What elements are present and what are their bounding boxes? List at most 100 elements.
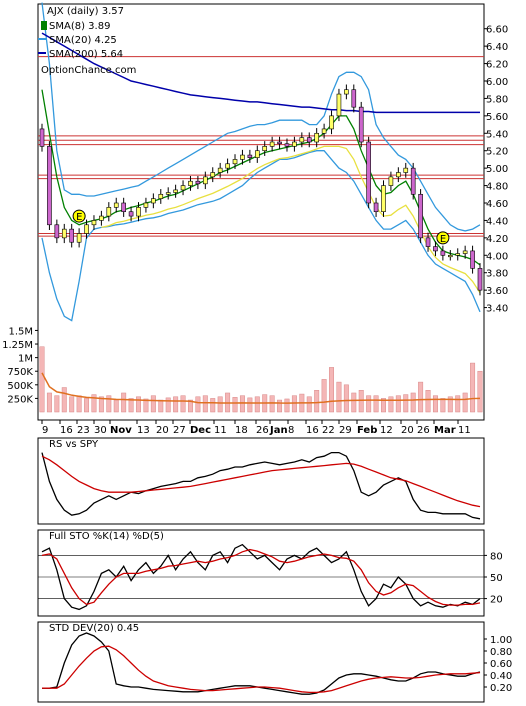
legend-sma8: SMA(8) 3.89 [49, 21, 110, 32]
legend-swatch-sma200 [38, 52, 46, 54]
volume-bar [462, 392, 468, 413]
candle-body [165, 192, 171, 195]
volume-bar [306, 396, 312, 413]
watermark: OptionChance.com [41, 65, 136, 76]
volume-bar [143, 398, 149, 413]
panel-tick-label: 0.80 [490, 647, 512, 658]
candle-body [373, 202, 379, 213]
price-tick-label: 4.40 [486, 216, 508, 227]
candle-body [99, 215, 104, 221]
price-tick-label: 4.20 [486, 234, 508, 245]
panel-tick-label: 0.40 [490, 671, 512, 682]
candle-body [69, 228, 74, 243]
date-tick-label: 20 [156, 425, 169, 436]
stddev-panel: 1.000.800.600.400.20 [37, 621, 512, 703]
candle-body [284, 143, 290, 147]
volume-bar [254, 396, 260, 413]
panel-tick-label: 0.60 [490, 659, 512, 670]
volume-bar [195, 396, 201, 413]
earnings-marker-label: E [76, 212, 82, 223]
earnings-marker-label: E [440, 234, 446, 245]
volume-bar [425, 390, 431, 413]
candle-body [39, 128, 45, 147]
price-tick-label: 5.40 [486, 129, 508, 140]
volume-bar [106, 395, 112, 413]
candle-body [76, 233, 82, 243]
date-tick-label: 29 [339, 425, 352, 436]
volume-bar [388, 396, 394, 413]
legend-sma200: SMA(200) 5.64 [49, 49, 123, 60]
date-tick-label: 11 [214, 425, 227, 436]
price-tick-label: 5.80 [486, 94, 508, 105]
price-tick-label: 4.60 [486, 199, 508, 210]
candle-body [358, 106, 364, 143]
volume-bar [291, 395, 297, 413]
price-frame [37, 3, 485, 421]
volume-bar [418, 381, 424, 413]
date-tick-label: 26 [256, 425, 269, 436]
volume-bar [202, 395, 208, 413]
candle-body [61, 228, 67, 239]
price-tick-label: 4.00 [486, 251, 508, 262]
volume-bar [136, 396, 141, 413]
date-tick-label: Jan [269, 425, 288, 436]
candle-body [173, 189, 178, 193]
panel-frame [37, 437, 485, 525]
price-panel: 6.60 6.40 6.20 6.00 5.80 5.60 5.40 5.20 5.00 4.80… [2, 2, 508, 421]
price-tick-label: 4.80 [486, 182, 508, 193]
date-tick-label: 18 [235, 425, 248, 436]
volume-bar [187, 399, 193, 413]
volume-bar [247, 397, 253, 413]
sma8-line [41, 89, 481, 266]
candle-body [336, 93, 342, 117]
primary-line [41, 543, 481, 611]
date-tick-label: 22 [322, 425, 335, 436]
candle-body [477, 268, 483, 291]
date-tick-label: Feb [357, 425, 377, 436]
price-tick-label: 5.20 [486, 147, 508, 158]
rs-title: RS vs SPY [49, 439, 99, 450]
date-tick-label: Nov [110, 425, 132, 436]
candle-body [106, 207, 112, 217]
legend-swatch-sma20 [38, 38, 46, 40]
volume-bar [366, 395, 372, 413]
candle-body [321, 128, 327, 134]
candle-body [47, 146, 52, 226]
date-tick-label: 16 [306, 425, 319, 436]
volume-bar [69, 396, 75, 413]
volume-bar [54, 395, 60, 413]
price-tick-label: 5.00 [486, 164, 508, 175]
candle-body [329, 115, 334, 130]
candle-body [225, 163, 230, 169]
candle-body [403, 167, 409, 173]
candle-body [254, 150, 260, 158]
candle-body [113, 202, 119, 208]
candle-body [151, 198, 156, 204]
bollinger-upper-line [41, 2, 481, 232]
date-tick-label: Dec [190, 425, 211, 436]
volume-bar [269, 395, 275, 413]
candle-body [351, 89, 357, 108]
volume-bar [329, 367, 335, 413]
volume-tick-label: 1.5M [8, 326, 33, 337]
volume-bar [180, 395, 186, 413]
rs-panel [37, 437, 485, 525]
candle-body [440, 250, 446, 256]
volume-bar [470, 362, 476, 413]
candle-body [195, 180, 201, 185]
date-tick-label: 8 [288, 425, 294, 436]
volume-bar [158, 399, 164, 413]
volume-bar [98, 396, 104, 413]
date-tick-label: 16 [60, 425, 73, 436]
candle-body [232, 159, 238, 165]
std-title: STD DEV(20) 0.45 [49, 623, 139, 634]
volume-tick-label: 1.25M [2, 340, 33, 351]
panel-tick-label: 50 [490, 573, 503, 584]
legend: SMA(8) 3.89 SMA(20) 4.25 SMA(200) 5.64 O… [38, 21, 136, 76]
volume-bar [477, 370, 483, 413]
date-tick-label: 20 [401, 425, 414, 436]
price-tick-label: 6.20 [486, 60, 508, 71]
candle-body [180, 185, 186, 191]
candle-body [143, 202, 149, 208]
price-tick-label: 6.60 [486, 25, 508, 36]
